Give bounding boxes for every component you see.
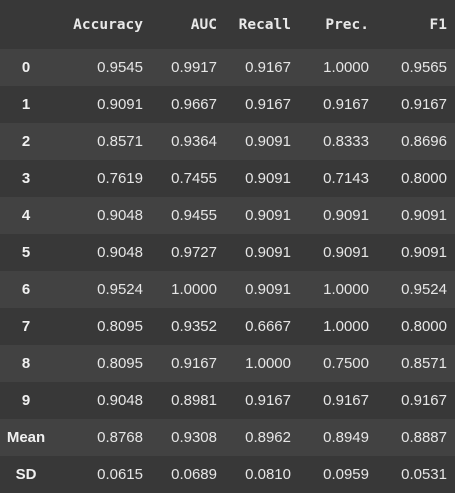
table-row: SD 0.0615 0.0689 0.0810 0.0959 0.0531 bbox=[0, 456, 455, 493]
table-row: Mean 0.8768 0.9308 0.8962 0.8949 0.8887 bbox=[0, 419, 455, 456]
cell-f1: 0.8571 bbox=[401, 355, 447, 372]
cell-f1: 0.8000 bbox=[401, 318, 447, 335]
cell-precision: 0.8949 bbox=[323, 429, 369, 446]
table-row: 1 0.9091 0.9667 0.9167 0.9167 0.9167 bbox=[0, 86, 455, 123]
cell-accuracy: 0.9091 bbox=[97, 96, 143, 113]
cell-auc: 0.9667 bbox=[171, 96, 217, 113]
cell-auc: 0.9167 bbox=[171, 355, 217, 372]
cell-f1: 0.0531 bbox=[401, 466, 447, 483]
cell-recall: 0.9091 bbox=[245, 207, 291, 224]
cell-recall: 0.9091 bbox=[245, 170, 291, 187]
row-index-label: 4 bbox=[21, 207, 31, 224]
cell-accuracy: 0.9545 bbox=[97, 59, 143, 76]
cell-recall: 0.8962 bbox=[245, 429, 291, 446]
row-index-label: 8 bbox=[21, 355, 31, 372]
table-row: 6 0.9524 1.0000 0.9091 1.0000 0.9524 bbox=[0, 271, 455, 308]
cell-f1: 0.8696 bbox=[401, 133, 447, 150]
cell-recall: 0.9091 bbox=[245, 244, 291, 261]
cell-precision: 0.7143 bbox=[323, 170, 369, 187]
index-header bbox=[0, 0, 52, 49]
cell-f1: 0.8000 bbox=[401, 170, 447, 187]
row-index-label: 7 bbox=[21, 318, 31, 335]
table-body: 0 0.9545 0.9917 0.9167 1.0000 0.9565 1 0.9091 0.… bbox=[0, 49, 455, 493]
column-header-recall: Recall bbox=[238, 16, 291, 33]
row-index-label: 5 bbox=[21, 244, 31, 261]
row-index-label: 9 bbox=[21, 392, 31, 409]
table-row: 5 0.9048 0.9727 0.9091 0.9091 0.9091 bbox=[0, 234, 455, 271]
cell-precision: 0.9167 bbox=[323, 392, 369, 409]
column-header-accuracy: Accuracy bbox=[73, 16, 143, 33]
cell-accuracy: 0.9524 bbox=[97, 281, 143, 298]
cell-recall: 0.9167 bbox=[245, 59, 291, 76]
cell-f1: 0.9091 bbox=[401, 207, 447, 224]
table-row: 2 0.8571 0.9364 0.9091 0.8333 0.8696 bbox=[0, 123, 455, 160]
cell-f1: 0.9524 bbox=[401, 281, 447, 298]
cell-accuracy: 0.8768 bbox=[97, 429, 143, 446]
cell-auc: 0.9727 bbox=[171, 244, 217, 261]
cell-precision: 0.9091 bbox=[323, 244, 369, 261]
row-index-label: 6 bbox=[21, 281, 31, 298]
cell-precision: 1.0000 bbox=[323, 318, 369, 335]
cell-accuracy: 0.8571 bbox=[97, 133, 143, 150]
cell-auc: 0.7455 bbox=[171, 170, 217, 187]
cell-accuracy: 0.7619 bbox=[97, 170, 143, 187]
cell-recall: 0.9167 bbox=[245, 392, 291, 409]
cell-auc: 0.9308 bbox=[171, 429, 217, 446]
column-header-precision: Prec. bbox=[325, 16, 369, 33]
table-row: 7 0.8095 0.9352 0.6667 1.0000 0.8000 bbox=[0, 308, 455, 345]
row-index-label: 0 bbox=[21, 59, 31, 76]
table-row: 4 0.9048 0.9455 0.9091 0.9091 0.9091 bbox=[0, 197, 455, 234]
cell-accuracy: 0.9048 bbox=[97, 392, 143, 409]
cell-precision: 0.0959 bbox=[323, 466, 369, 483]
table-header: Accuracy AUC Recall Prec. F1 bbox=[0, 0, 455, 49]
cell-accuracy: 0.9048 bbox=[97, 244, 143, 261]
cell-auc: 0.8981 bbox=[171, 392, 217, 409]
header-row: Accuracy AUC Recall Prec. F1 bbox=[0, 0, 455, 49]
cell-f1: 0.9091 bbox=[401, 244, 447, 261]
cell-recall: 0.9091 bbox=[245, 281, 291, 298]
cell-recall: 0.9091 bbox=[245, 133, 291, 150]
cell-accuracy: 0.8095 bbox=[97, 318, 143, 335]
cell-recall: 0.0810 bbox=[245, 466, 291, 483]
cell-precision: 0.9091 bbox=[323, 207, 369, 224]
cell-f1: 0.9565 bbox=[401, 59, 447, 76]
cell-precision: 0.9167 bbox=[323, 96, 369, 113]
row-index-label: 2 bbox=[21, 133, 31, 150]
cell-precision: 0.7500 bbox=[323, 355, 369, 372]
cell-auc: 0.0689 bbox=[171, 466, 217, 483]
column-header-f1: F1 bbox=[429, 16, 447, 33]
cell-precision: 1.0000 bbox=[323, 281, 369, 298]
row-index-label: 3 bbox=[21, 170, 31, 187]
cell-precision: 0.8333 bbox=[323, 133, 369, 150]
cell-recall: 0.6667 bbox=[245, 318, 291, 335]
cell-recall: 1.0000 bbox=[245, 355, 291, 372]
cell-auc: 1.0000 bbox=[171, 281, 217, 298]
row-index-label: SD bbox=[15, 466, 37, 483]
cell-precision: 1.0000 bbox=[323, 59, 369, 76]
cell-auc: 0.9917 bbox=[171, 59, 217, 76]
table-row: 3 0.7619 0.7455 0.9091 0.7143 0.8000 bbox=[0, 160, 455, 197]
table-row: 9 0.9048 0.8981 0.9167 0.9167 0.9167 bbox=[0, 382, 455, 419]
cell-accuracy: 0.0615 bbox=[97, 466, 143, 483]
column-header-auc: AUC bbox=[190, 16, 217, 33]
row-index-label: 1 bbox=[21, 96, 31, 113]
table-row: 0 0.9545 0.9917 0.9167 1.0000 0.9565 bbox=[0, 49, 455, 86]
cell-auc: 0.9364 bbox=[171, 133, 217, 150]
cell-accuracy: 0.8095 bbox=[97, 355, 143, 372]
cell-auc: 0.9455 bbox=[171, 207, 217, 224]
cell-f1: 0.9167 bbox=[401, 392, 447, 409]
row-index-label: Mean bbox=[6, 429, 46, 446]
cell-recall: 0.9167 bbox=[245, 96, 291, 113]
cell-f1: 0.8887 bbox=[401, 429, 447, 446]
cell-auc: 0.9352 bbox=[171, 318, 217, 335]
cell-accuracy: 0.9048 bbox=[97, 207, 143, 224]
cell-f1: 0.9167 bbox=[401, 96, 447, 113]
table-row: 8 0.8095 0.9167 1.0000 0.7500 0.8571 bbox=[0, 345, 455, 382]
